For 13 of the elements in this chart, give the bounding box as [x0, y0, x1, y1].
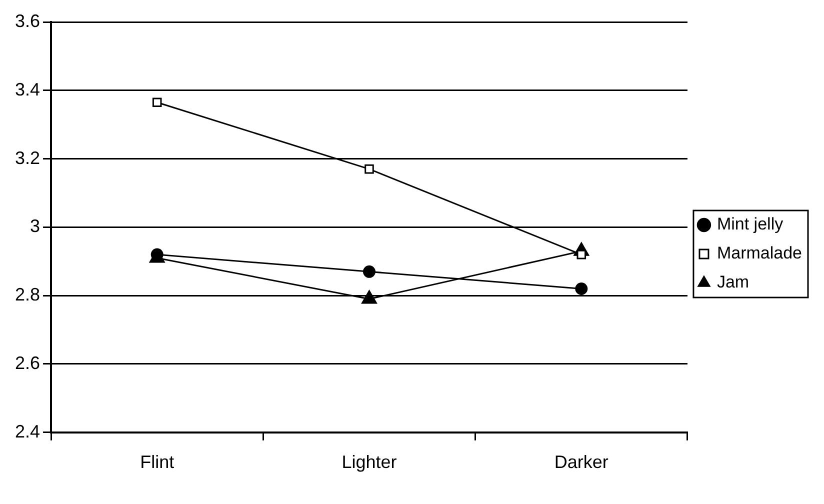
y-tick-label: 2.4: [14, 421, 40, 442]
y-tick-label: 2.6: [14, 352, 40, 373]
legend-label: Marmalade: [716, 244, 802, 263]
y-tick-label: 3.4: [14, 79, 40, 100]
y-tick-label: 3.2: [14, 148, 40, 168]
y-tick-label: 3.6: [14, 10, 40, 31]
y-tick-label: 3: [30, 216, 40, 236]
y-tick-label: 2.8: [14, 284, 40, 305]
x-tick-label: Darker: [554, 452, 608, 472]
legend-label: Jam: [716, 272, 750, 292]
x-tick-label: Lighter: [342, 452, 397, 472]
legend-label: Mint jelly: [716, 214, 784, 234]
x-tick-label: Flint: [140, 452, 174, 472]
